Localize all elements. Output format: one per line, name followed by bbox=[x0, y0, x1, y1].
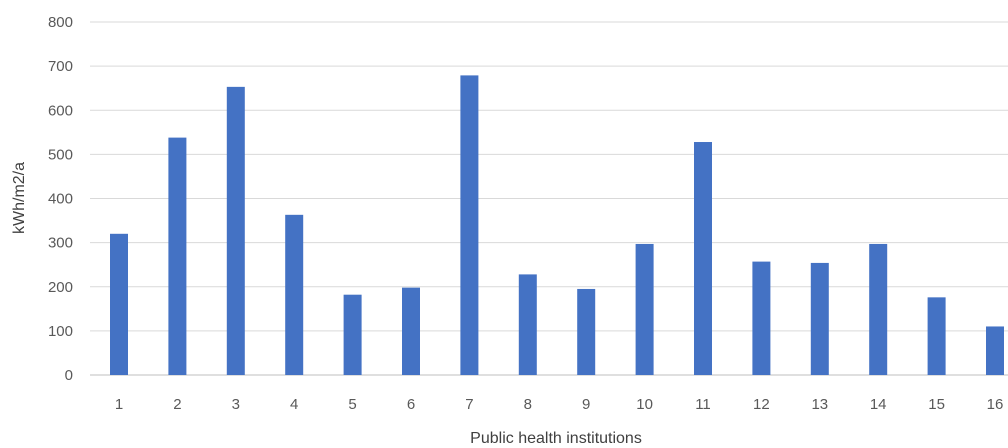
x-tick-label: 3 bbox=[232, 396, 240, 413]
bar-6 bbox=[402, 287, 420, 375]
bar-8 bbox=[518, 274, 537, 375]
x-tick-label: 6 bbox=[407, 396, 415, 413]
bar-1 bbox=[110, 233, 128, 375]
y-tick-label: 400 bbox=[48, 191, 73, 208]
bars bbox=[110, 75, 1004, 376]
y-tick-label: 700 bbox=[48, 58, 73, 75]
bar-7 bbox=[460, 75, 479, 376]
bar-12 bbox=[752, 261, 771, 375]
bar-9 bbox=[577, 288, 596, 375]
bar-10 bbox=[635, 243, 654, 375]
bar-11 bbox=[694, 142, 712, 375]
x-tick-label: 2 bbox=[173, 396, 181, 413]
x-tick-label: 10 bbox=[636, 396, 653, 413]
bar-15 bbox=[927, 297, 946, 375]
bar-13 bbox=[810, 262, 829, 375]
y-tick-label: 100 bbox=[48, 323, 73, 340]
bar-3 bbox=[226, 86, 245, 376]
bar-16 bbox=[986, 326, 1004, 375]
y-axis-title: kWh/m2/a bbox=[11, 162, 28, 234]
y-tick-label: 500 bbox=[48, 146, 73, 163]
x-tick-label: 13 bbox=[811, 396, 828, 413]
bar-14 bbox=[869, 243, 888, 375]
y-tick-label: 0 bbox=[65, 367, 73, 384]
x-tick-label: 12 bbox=[753, 396, 770, 413]
x-tick-label: 15 bbox=[928, 396, 945, 413]
x-tick-label: 9 bbox=[582, 396, 590, 413]
x-tick-label: 4 bbox=[290, 396, 298, 413]
bar-4 bbox=[285, 214, 304, 375]
bar-2 bbox=[168, 137, 187, 375]
x-tick-label: 1 bbox=[115, 396, 123, 413]
y-tick-label: 300 bbox=[48, 235, 73, 252]
y-tick-label: 200 bbox=[48, 279, 73, 296]
x-tick-label: 16 bbox=[987, 396, 1004, 413]
x-axis-title: Public health institutions bbox=[470, 430, 642, 447]
bar-5 bbox=[343, 294, 362, 375]
y-tick-label: 600 bbox=[48, 102, 73, 119]
x-axis-ticks: 1 2 3 4 5 6 7 8 9 10 11 12 13 14 15 16 bbox=[115, 396, 1004, 413]
y-tick-label: 800 bbox=[48, 14, 73, 31]
x-tick-label: 7 bbox=[465, 396, 473, 413]
x-tick-label: 5 bbox=[348, 396, 356, 413]
x-tick-label: 8 bbox=[524, 396, 532, 413]
y-axis-ticks: 0 100 200 300 400 500 600 700 800 bbox=[48, 14, 73, 384]
x-tick-label: 14 bbox=[870, 396, 887, 413]
x-tick-label: 11 bbox=[695, 396, 711, 413]
